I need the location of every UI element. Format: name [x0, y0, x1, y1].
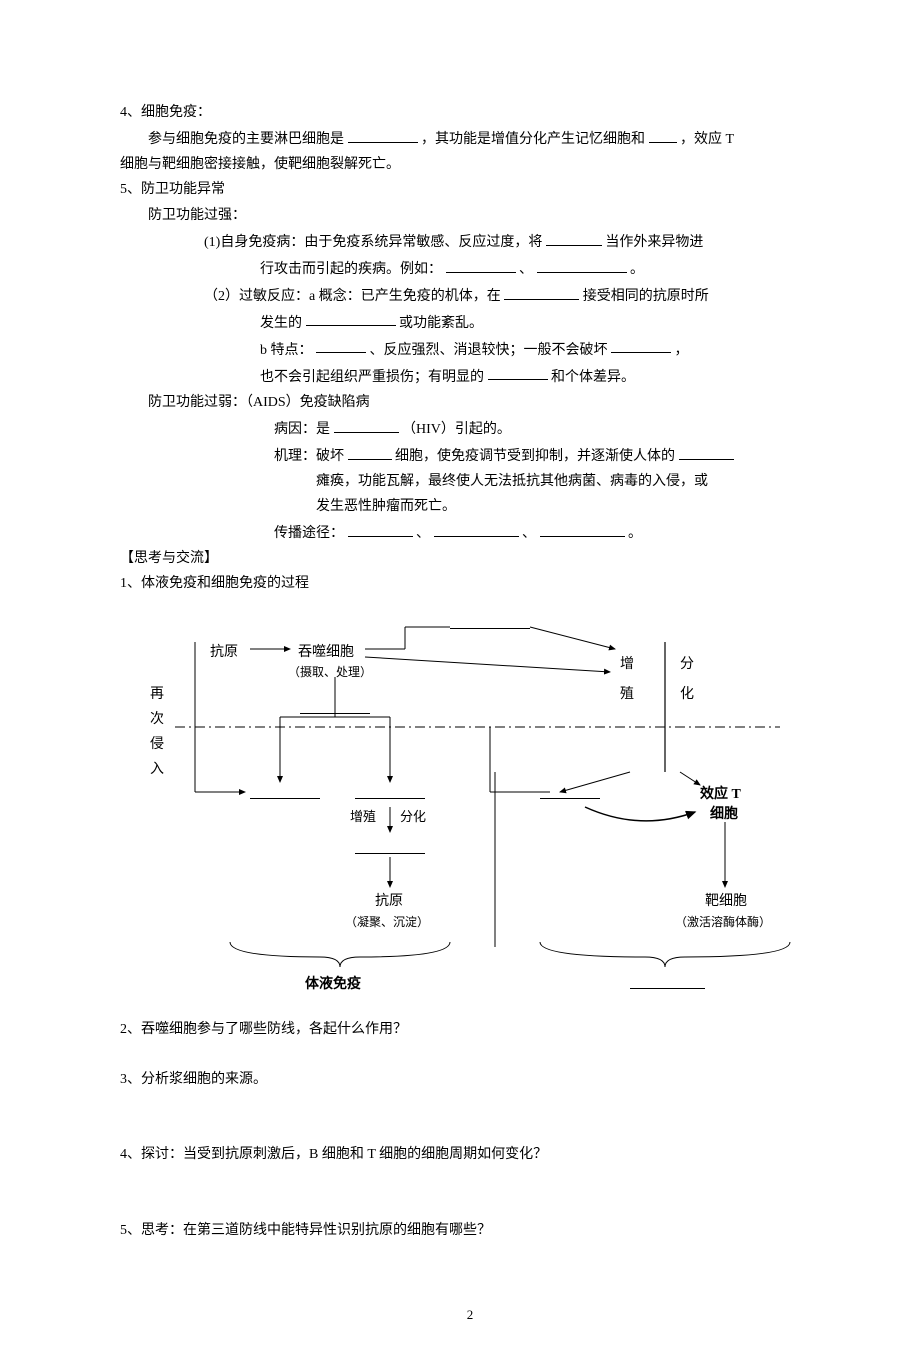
hua: 化 [680, 682, 694, 707]
blank-l1[interactable] [250, 797, 320, 799]
sec5-i1-line2: 行攻击而引起的疾病。例如： 、 。 [120, 255, 820, 282]
sec5-mech3: 发生恶性肿瘤而死亡。 [120, 494, 820, 519]
sec5-mech2: 瘫痪，功能瓦解，最终使人无法抵抗其他病菌、病毒的入侵，或 [120, 469, 820, 494]
text: （HIV）引起的。 [402, 422, 511, 437]
sec5-i2-line2: 发生的 或功能紊乱。 [120, 309, 820, 336]
blank[interactable] [611, 336, 671, 354]
text: ， [675, 342, 689, 357]
text: 和个体差异。 [551, 369, 635, 384]
text: （2）过敏反应：a 概念：已产生免疫的机体，在 [204, 289, 501, 304]
think-q2: 2、吞噬细胞参与了哪些防线，各起什么作用？ [120, 1017, 820, 1042]
sec5-i2-line4: 也不会引起组织严重损伤；有明显的 和个体差异。 [120, 363, 820, 390]
think-q4: 4、探讨：当受到抗原刺激后，B 细胞和 T 细胞的细胞周期如何变化？ [120, 1142, 820, 1167]
blank[interactable] [348, 442, 392, 460]
blank[interactable] [334, 415, 399, 433]
blank-l3[interactable] [355, 852, 425, 854]
blank[interactable] [649, 125, 677, 143]
text: 。 [630, 262, 644, 277]
blank[interactable] [537, 255, 627, 273]
think-q1: 1、体液免疫和细胞免疫的过程 [120, 571, 820, 596]
text: (1)自身免疫病：由于免疫系统异常敏感、反应过度，将 [204, 235, 542, 250]
text: 行攻击而引起的疾病。例如： [260, 262, 442, 277]
blank[interactable] [446, 255, 516, 273]
zhi: 殖 [620, 682, 634, 707]
think-q5: 5、思考：在第三道防线中能特异性识别抗原的细胞有哪些？ [120, 1218, 820, 1243]
re2: 次 [150, 707, 164, 732]
node-target-sub: （激活溶酶体酶） [675, 912, 771, 934]
fen: 分 [680, 652, 694, 677]
sec5-weak: 防卫功能过弱：（AIDS）免疫缺陷病 [120, 390, 820, 415]
sec5-route: 传播途径： 、 、 。 [120, 519, 820, 546]
blank-r1[interactable] [540, 797, 600, 799]
think-q3: 3、分析浆细胞的来源。 [120, 1067, 820, 1092]
sec5-i2-line1: （2）过敏反应：a 概念：已产生免疫的机体，在 接受相同的抗原时所 [120, 282, 820, 309]
text: 也不会引起组织严重损伤；有明显的 [260, 369, 484, 384]
re3: 侵 [150, 732, 164, 757]
re4: 入 [150, 757, 164, 782]
blank[interactable] [546, 228, 602, 246]
text: 当作外来异物进 [605, 235, 703, 250]
sec4-line2: 细胞与靶细胞密接接触，使靶细胞裂解死亡。 [120, 152, 820, 177]
text: ，其功能是增值分化产生记忆细胞和 [421, 132, 645, 147]
text: 细胞，使免疫调节受到抑制，并逐渐使人体的 [395, 449, 675, 464]
re1: 再 [150, 682, 164, 707]
zengzhi: 增殖 [350, 805, 376, 828]
page-number: 2 [120, 1303, 820, 1326]
text: 病因：是 [274, 422, 330, 437]
sec5-title: 5、防卫功能异常 [120, 177, 820, 202]
node-antigen2: 抗原 [375, 889, 403, 914]
blank[interactable] [679, 442, 734, 460]
text: 、 [519, 262, 533, 277]
blank-l2[interactable] [355, 797, 425, 799]
text: 、反应强烈、消退较快；一般不会破坏 [370, 342, 608, 357]
blank[interactable] [488, 363, 548, 381]
blank[interactable] [348, 519, 413, 537]
sec5-cause: 病因：是 （HIV）引起的。 [120, 415, 820, 442]
sec4-title: 4、细胞免疫： [120, 100, 820, 125]
text: b 特点： [260, 342, 313, 357]
text: 机理：破坏 [274, 449, 344, 464]
node-antigen: 抗原 [210, 640, 238, 665]
sec5-i2-line3: b 特点： 、反应强烈、消退较快；一般不会破坏 ， [120, 336, 820, 363]
node-antigen2-sub: （凝聚、沉淀） [345, 912, 429, 934]
immunity-diagram: 抗原 吞噬细胞 （摄取、处理） 再 次 侵 入 增 分 殖 化 增殖 分化 抗原… [140, 607, 840, 1007]
blank[interactable] [504, 282, 579, 300]
think-header: 【思考与交流】 [120, 546, 820, 571]
blank-mid[interactable] [300, 712, 370, 714]
text: ，效应 T [680, 132, 734, 147]
blank[interactable] [540, 519, 625, 537]
text: 接受相同的抗原时所 [583, 289, 709, 304]
blank-top[interactable] [450, 627, 530, 629]
blank-cellular-label[interactable] [630, 987, 705, 989]
blank[interactable] [306, 309, 396, 327]
blank[interactable] [348, 125, 418, 143]
node-target: 靶细胞 [705, 889, 747, 914]
label-humoral: 体液免疫 [305, 972, 361, 997]
text: 传播途径： [274, 526, 344, 541]
zeng: 增 [620, 652, 634, 677]
text: 、 [522, 526, 536, 541]
sec5-strong: 防卫功能过强： [120, 203, 820, 228]
text: 发生的 [260, 315, 302, 330]
node-efft2: 细胞 [710, 802, 738, 827]
text: 。 [628, 526, 642, 541]
node-phagocyte-sub: （摄取、处理） [288, 662, 372, 684]
text: 或功能紊乱。 [399, 315, 483, 330]
text: 、 [416, 526, 430, 541]
fenhua2: 分化 [400, 805, 426, 828]
text: 参与细胞免疫的主要淋巴细胞是 [148, 132, 344, 147]
blank[interactable] [434, 519, 519, 537]
sec5-i1-line1: (1)自身免疫病：由于免疫系统异常敏感、反应过度，将 当作外来异物进 [120, 228, 820, 255]
sec4-line1: 参与细胞免疫的主要淋巴细胞是 ，其功能是增值分化产生记忆细胞和 ，效应 T [120, 125, 820, 152]
sec5-mech1: 机理：破坏 细胞，使免疫调节受到抑制，并逐渐使人体的 [120, 442, 820, 469]
blank[interactable] [316, 336, 366, 354]
